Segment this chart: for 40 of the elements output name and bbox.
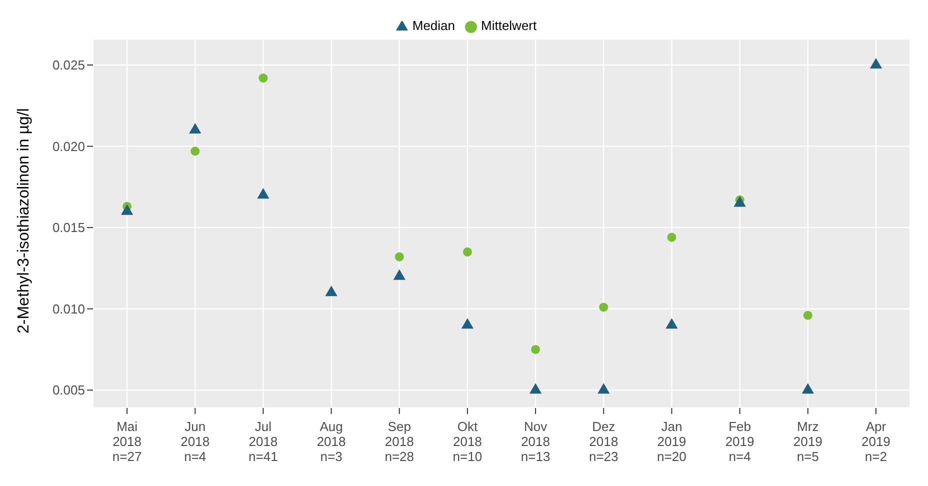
point xyxy=(531,344,540,354)
point xyxy=(120,204,134,215)
y-tick-label: 0.025 xyxy=(52,58,85,73)
point xyxy=(598,383,610,394)
y-tick-label: 0.015 xyxy=(52,220,85,236)
point xyxy=(189,123,202,134)
y-axis-title: 2-Methyl-3-isothiazolinon in µg/l xyxy=(16,108,33,334)
point xyxy=(599,302,608,312)
point xyxy=(257,188,270,199)
legend-label: Median xyxy=(412,18,455,33)
point xyxy=(734,196,746,207)
x-tick-label: Aug 2018 n=3 xyxy=(316,419,346,464)
x-tick-label: Mrz 2019 n=5 xyxy=(793,419,822,464)
x-tick-label: Feb 2019 n=4 xyxy=(725,419,754,464)
point xyxy=(394,252,404,262)
point xyxy=(802,383,814,394)
x-tick-label: Nov 2018 n=13 xyxy=(520,419,550,464)
x-tick-label: Mai 2018 n=27 xyxy=(112,419,142,464)
point xyxy=(393,269,406,280)
point xyxy=(461,318,474,329)
point xyxy=(190,146,200,156)
point xyxy=(666,318,678,329)
x-tick-label: Jun 2018 n=4 xyxy=(180,419,210,464)
point xyxy=(462,247,472,256)
legend-label: Mittelwert xyxy=(481,18,537,33)
x-tick-label: Sep 2018 n=28 xyxy=(384,419,414,464)
point xyxy=(529,383,542,394)
x-tick-label: Apr 2019 n=2 xyxy=(861,419,890,464)
point xyxy=(325,286,338,296)
y-tick-label: 0.005 xyxy=(52,382,85,398)
point xyxy=(258,74,268,83)
y-tick-label: 0.020 xyxy=(52,138,85,154)
point xyxy=(870,58,882,69)
point xyxy=(667,232,676,242)
point xyxy=(803,310,812,320)
x-tick-label: Jan 2019 n=20 xyxy=(657,419,686,464)
x-tick-label: Dez 2018 n=23 xyxy=(588,419,618,464)
x-tick-label: Okt 2018 n=10 xyxy=(452,419,482,464)
x-tick-label: Jul 2018 n=41 xyxy=(248,419,278,464)
y-tick-label: 0.010 xyxy=(52,301,85,316)
